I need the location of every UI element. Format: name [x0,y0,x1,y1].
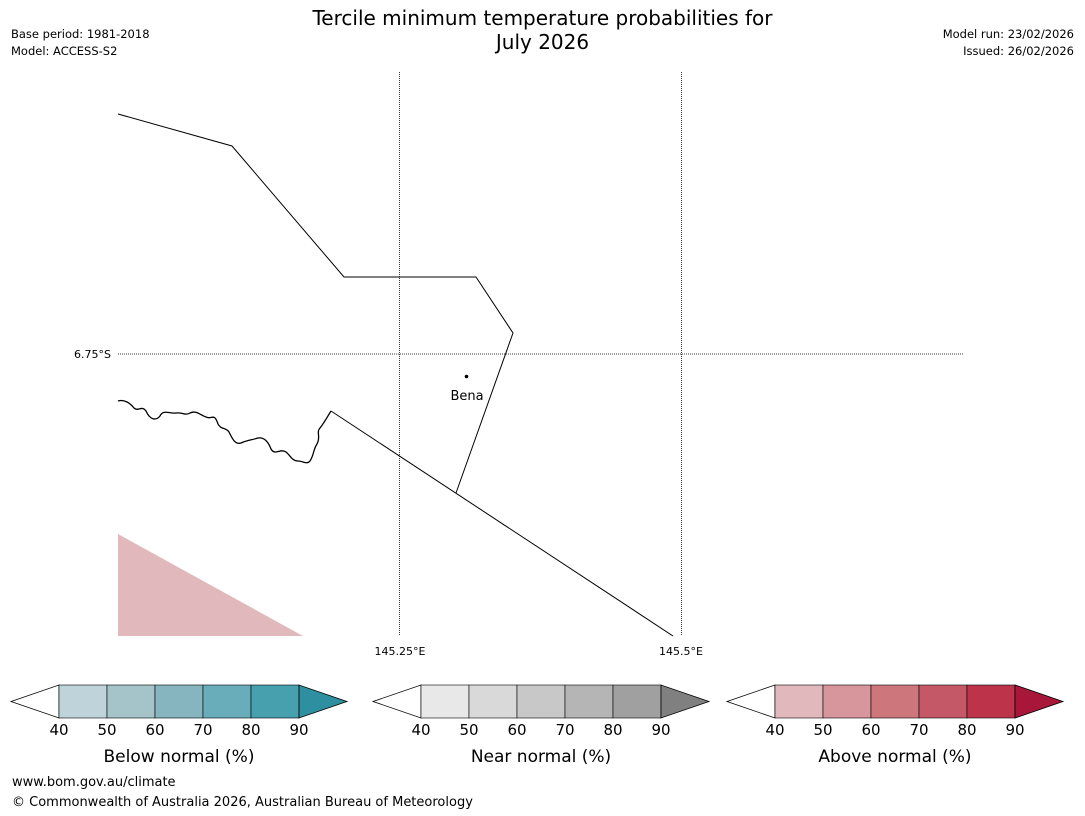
metadata-left: Base period: 1981-2018 Model: ACCESS-S2 [11,26,150,60]
above-normal-legend-min-arrow [725,684,776,719]
longitude-label-145-5: 145.5°E [659,645,703,658]
below-normal-legend-min-arrow [9,684,60,719]
model-run: Model run: 23/02/2026 [942,27,1074,41]
below-normal-legend-tick: 60 [145,721,164,739]
near-normal-legend-min-arrow [371,684,422,719]
above-normal-legend-tick: 60 [861,721,880,739]
longitude-label-145-25: 145.25°E [375,645,426,658]
below-normal-legend-tick: 70 [193,721,212,739]
near-normal-legend-tick: 90 [651,721,670,739]
title-line-2: July 2026 [495,30,590,54]
map-title: Tercile minimum temperature probabilitie… [0,6,1085,54]
near-normal-legend-box [516,684,566,719]
below-normal-legend-tick: 90 [289,721,308,739]
near-normal-legend-box [420,684,470,719]
near-normal-legend: 40 50 60 70 80 90 Near normal (%) [371,684,711,767]
above-normal-legend-box [870,684,920,719]
below-normal-legend-box [106,684,156,719]
above-normal-legend-tick: 40 [765,721,784,739]
district-boundary-south [330,410,674,637]
below-normal-legend-box [154,684,204,719]
above-normal-legend-tick: 90 [1005,721,1024,739]
coastline [117,399,332,464]
below-normal-legend-tick: 80 [241,721,260,739]
latitude-label: 6.75°S [74,348,111,361]
near-normal-legend-tick: 40 [411,721,430,739]
base-period: Base period: 1981-2018 [11,27,150,41]
above-normal-legend-box [966,684,1016,719]
below-normal-legend: 40 50 60 70 80 90 Below normal (%) [9,684,349,767]
above-normal-legend-tick: 70 [909,721,928,739]
near-normal-legend-tick: 80 [603,721,622,739]
near-normal-legend-box [612,684,662,719]
below-normal-legend-tick: 40 [49,721,68,739]
above-normal-legend-label: Above normal (%) [818,747,971,767]
below-normal-legend-tick: 50 [97,721,116,739]
near-normal-legend-tick: 70 [555,721,574,739]
above-normal-legend-box [774,684,824,719]
issued-date: Issued: 26/02/2026 [963,44,1074,58]
below-normal-legend-box [58,684,108,719]
above-normal-legend-max-arrow [1014,684,1065,719]
town-label: Bena [450,389,483,404]
metadata-right: Model run: 23/02/2026 Issued: 26/02/2026 [943,26,1074,60]
near-normal-legend-tick: 50 [459,721,478,739]
district-boundary-north [117,113,514,494]
below-normal-legend-label: Below normal (%) [104,747,255,767]
near-normal-legend-box [564,684,614,719]
town-marker-icon [464,374,469,379]
above-normal-legend-tick: 50 [813,721,832,739]
above-normal-legend-tick: 80 [957,721,976,739]
footer-url: www.bom.gov.au/climate [12,775,176,790]
footer-copyright: © Commonwealth of Australia 2026, Austra… [12,795,473,810]
near-normal-legend-box [468,684,518,719]
above-normal-legend-box [918,684,968,719]
below-normal-legend-box [250,684,300,719]
above-normal-legend-box [822,684,872,719]
title-line-1: Tercile minimum temperature probabilitie… [312,6,773,30]
above-normal-shading [118,534,303,636]
below-normal-legend-box [202,684,252,719]
near-normal-legend-max-arrow [660,684,711,719]
near-normal-legend-label: Near normal (%) [471,747,611,767]
above-normal-legend: 40 50 60 70 80 90 Above normal (%) [725,684,1065,767]
below-normal-legend-max-arrow [298,684,349,719]
model-name: Model: ACCESS-S2 [11,44,118,58]
near-normal-legend-tick: 60 [507,721,526,739]
